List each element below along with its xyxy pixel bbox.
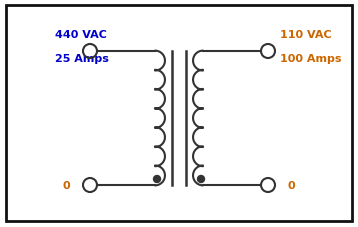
Text: 440 VAC: 440 VAC <box>55 30 107 40</box>
Text: 25 Amps: 25 Amps <box>55 54 109 64</box>
Circle shape <box>198 176 204 183</box>
Text: 100 Amps: 100 Amps <box>280 54 342 64</box>
Text: 0: 0 <box>62 180 70 190</box>
Circle shape <box>154 176 160 183</box>
Text: 0: 0 <box>288 180 296 190</box>
Text: 110 VAC: 110 VAC <box>280 30 332 40</box>
